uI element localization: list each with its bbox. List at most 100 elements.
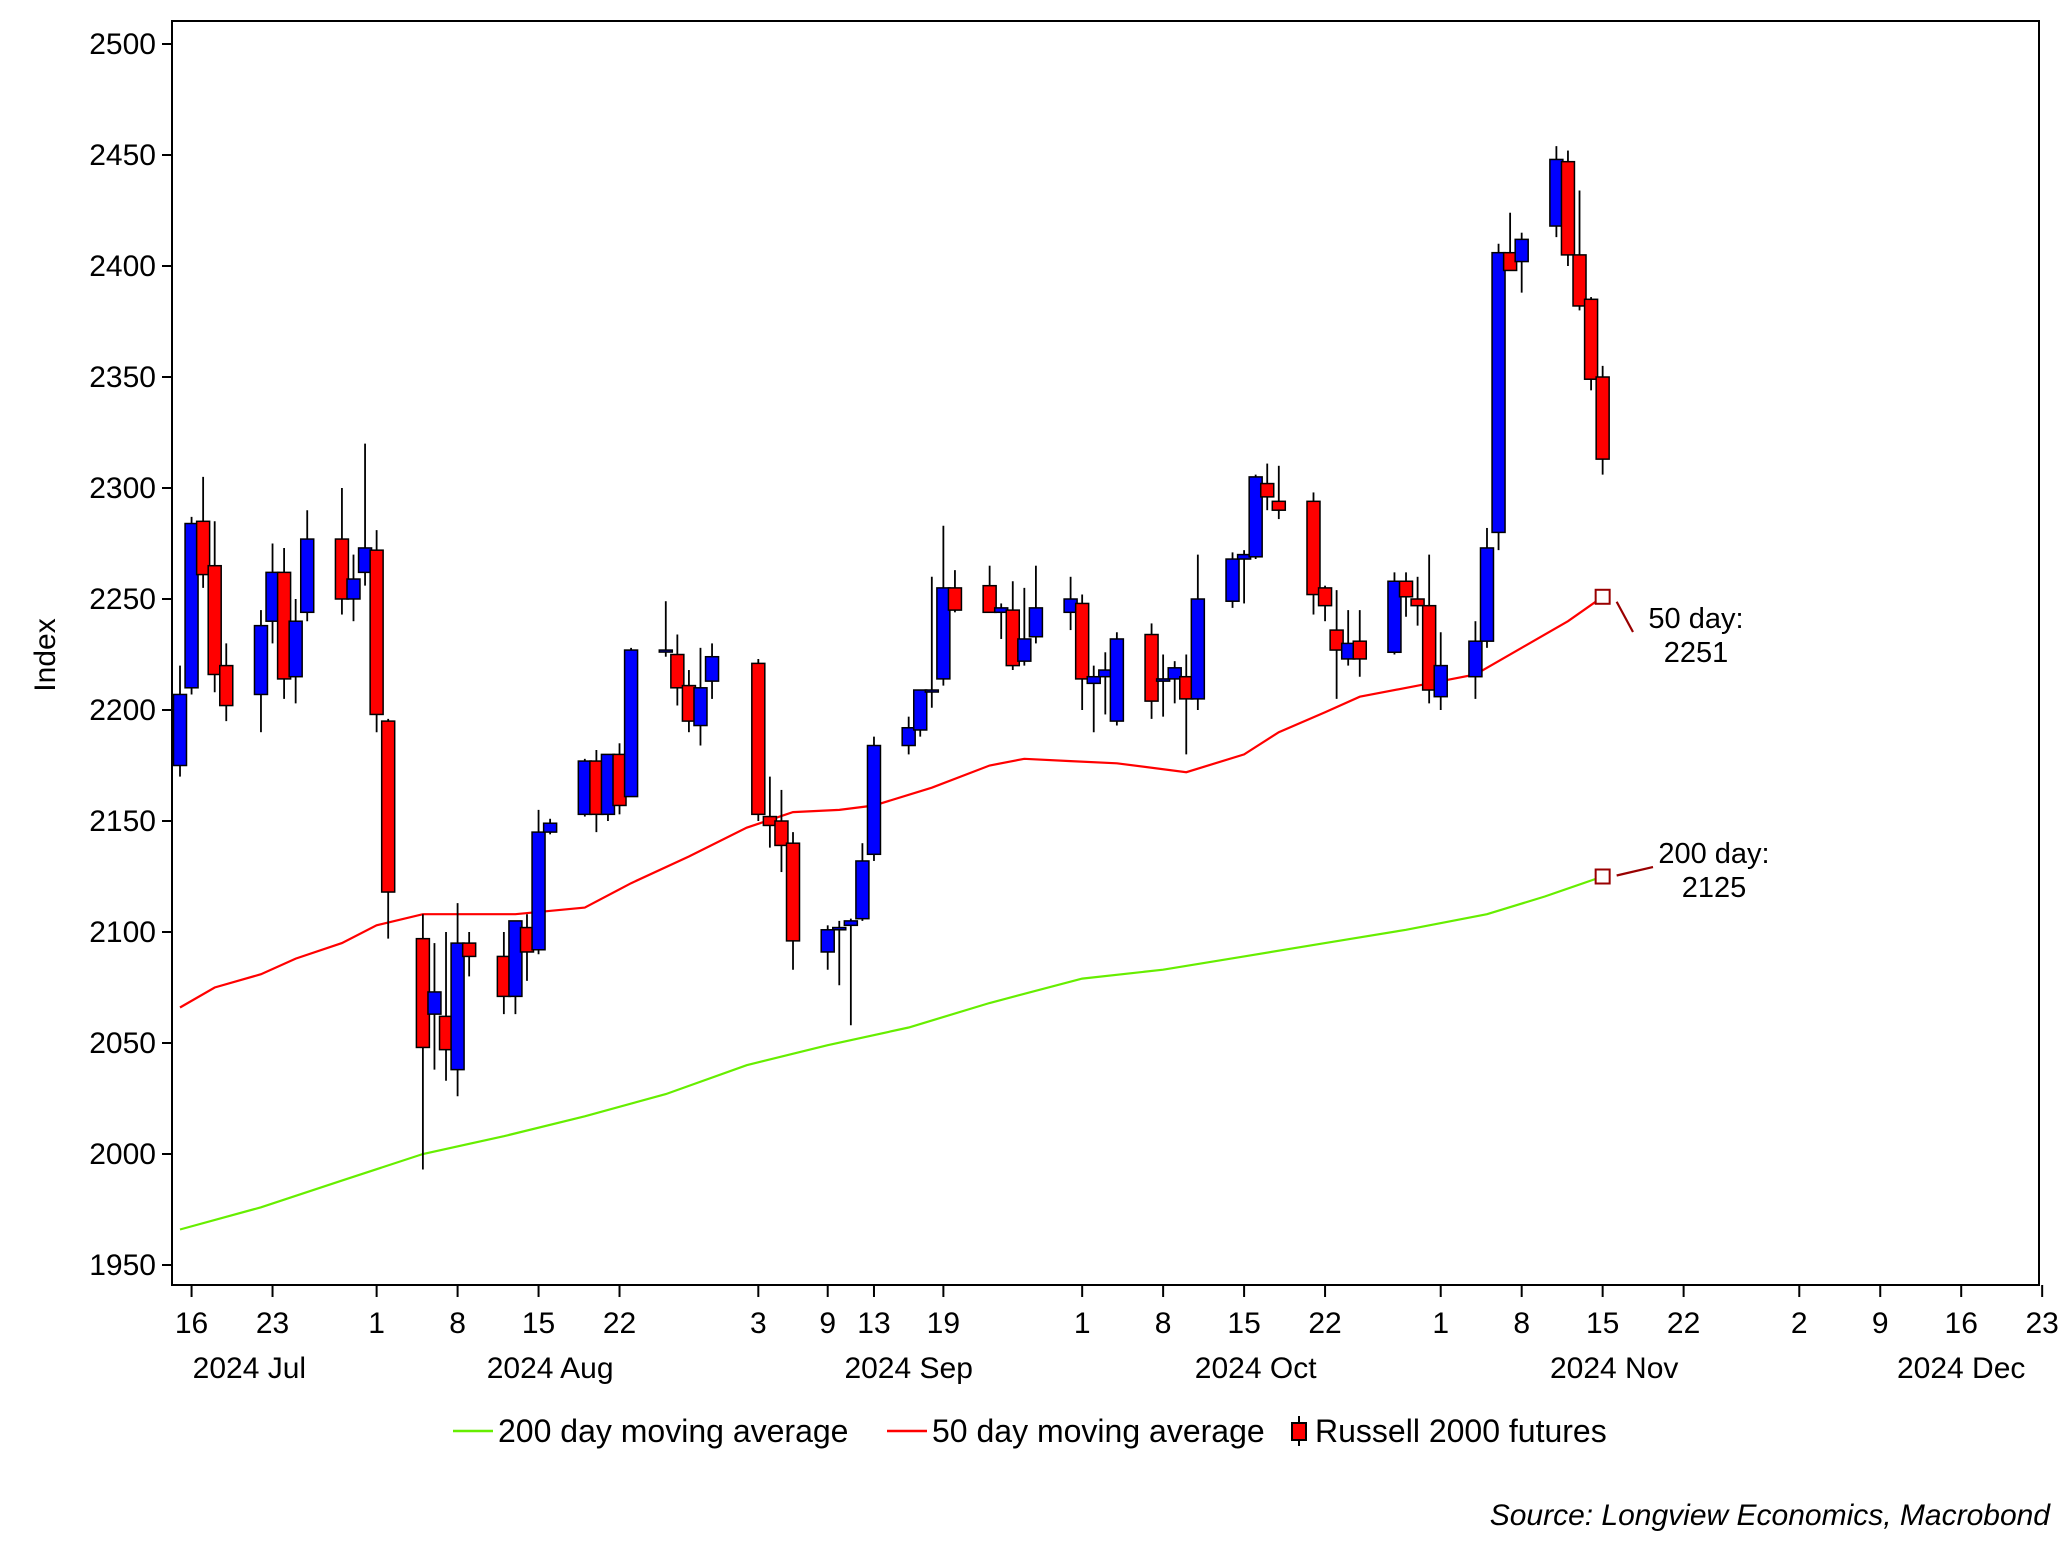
- candle-body: [866, 744, 882, 856]
- x-tick-label: 1: [1432, 1307, 1449, 1340]
- annotation-label: 50 day:: [1648, 603, 1743, 635]
- candle-body: [1387, 580, 1402, 654]
- candle-body: [1514, 238, 1529, 263]
- candle-body: [531, 831, 546, 951]
- candlestick: [461, 932, 477, 977]
- candle-body: [427, 991, 442, 1015]
- month-label: 2024 Jul: [193, 1352, 306, 1385]
- candle-body: [1421, 604, 1437, 691]
- legend-item: 200 day moving average: [453, 1413, 848, 1449]
- candlestick: [508, 920, 523, 1015]
- annotation-value: 2125: [1682, 872, 1747, 904]
- candlestick: [172, 665, 188, 777]
- candle-body: [1259, 482, 1275, 498]
- candlesticks: [172, 146, 1610, 1170]
- candle-body: [334, 538, 350, 600]
- candlestick: [658, 601, 674, 657]
- candlestick: [1086, 665, 1101, 733]
- candle-body: [299, 538, 315, 614]
- x-tick-label: 1: [368, 1307, 385, 1340]
- y-tick-label: 2400: [89, 250, 156, 283]
- candle-body: [1271, 500, 1287, 511]
- candlestick: [1225, 552, 1240, 608]
- y-tick-label: 2000: [89, 1138, 156, 1171]
- candle-body: [901, 727, 916, 747]
- 200-day-moving-average-line: [179, 875, 1604, 1231]
- candlestick: [1572, 190, 1587, 311]
- candle-body: [253, 624, 269, 696]
- annotation-marker: [1594, 588, 1611, 605]
- candle-body: [693, 687, 708, 727]
- candle-body: [1468, 640, 1483, 678]
- candlestick: [785, 832, 801, 970]
- candle-body: [184, 522, 199, 689]
- candlestick: [1583, 297, 1599, 391]
- candlestick: [346, 554, 361, 622]
- candlestick: [1074, 594, 1090, 710]
- candlestick: [299, 510, 315, 622]
- candle-body: [288, 620, 303, 678]
- x-tick-label: 15: [1227, 1307, 1260, 1340]
- moving-average-lines: [179, 595, 1604, 1231]
- candle-body: [346, 578, 361, 600]
- legend-item: Russell 2000 futures: [1291, 1413, 1607, 1449]
- candlestick: [670, 634, 685, 706]
- y-tick-label: 1950: [89, 1249, 156, 1282]
- annotations: 50 day:2251 200 day:2125: [1594, 588, 1770, 904]
- x-tick-label: 22: [603, 1307, 636, 1340]
- candle-body: [1317, 587, 1333, 607]
- candlestick: [1398, 572, 1414, 617]
- y-tick-label: 2100: [89, 916, 156, 949]
- candlestick: [693, 647, 708, 746]
- annotation-leader: [1615, 601, 1634, 633]
- legend-label: 200 day moving average: [498, 1413, 848, 1449]
- candlestick: [901, 716, 916, 755]
- x-tick-label: 23: [256, 1307, 289, 1340]
- x-tick-label: 22: [1667, 1307, 1700, 1340]
- candlestick: [357, 443, 373, 586]
- candlestick: [184, 516, 199, 695]
- candlestick: [1352, 610, 1368, 677]
- candlestick: [855, 843, 870, 921]
- y-tick-label: 2450: [89, 139, 156, 172]
- candle-body: [912, 689, 928, 731]
- candle-body: [1398, 580, 1414, 598]
- candlestick: [1259, 463, 1275, 511]
- x-tick-label: 9: [1872, 1307, 1889, 1340]
- candle-body: [1190, 598, 1206, 700]
- candle-body: [751, 662, 766, 816]
- candle-body: [1491, 251, 1506, 534]
- candlestick: [1317, 585, 1333, 622]
- y-tick-label: 2500: [89, 28, 156, 61]
- candlestick: [843, 918, 859, 1026]
- legend-swatch: [1291, 1422, 1307, 1441]
- candlestick: [450, 903, 465, 1097]
- candlestick: [947, 570, 963, 613]
- candlestick: [1479, 527, 1495, 648]
- candle-body: [380, 720, 396, 893]
- candle-body: [1005, 609, 1021, 667]
- x-tick-label: 8: [1155, 1307, 1172, 1340]
- candlestick: [334, 488, 350, 615]
- candle-body: [1248, 476, 1263, 558]
- candlestick: [1595, 365, 1610, 475]
- candlestick: [832, 920, 847, 986]
- candlestick: [1017, 587, 1032, 666]
- x-tick-label: 15: [522, 1307, 555, 1340]
- candlestick: [253, 610, 269, 733]
- legend-item: 50 day moving average: [887, 1413, 1265, 1449]
- month-label: 2024 Nov: [1550, 1352, 1678, 1385]
- y-axis-label: Index: [29, 618, 62, 691]
- candlestick: [1560, 150, 1576, 266]
- candlestick: [207, 521, 222, 693]
- candle-body: [1583, 298, 1599, 380]
- candlestick: [1248, 474, 1263, 560]
- x-tick-label: 3: [750, 1307, 767, 1340]
- candle-body: [1479, 547, 1495, 642]
- x-tick-label: 9: [819, 1307, 836, 1340]
- candlestick: [265, 543, 280, 644]
- plot-frame: [171, 20, 2040, 1286]
- candlestick: [1433, 632, 1448, 710]
- candlestick: [1306, 492, 1321, 615]
